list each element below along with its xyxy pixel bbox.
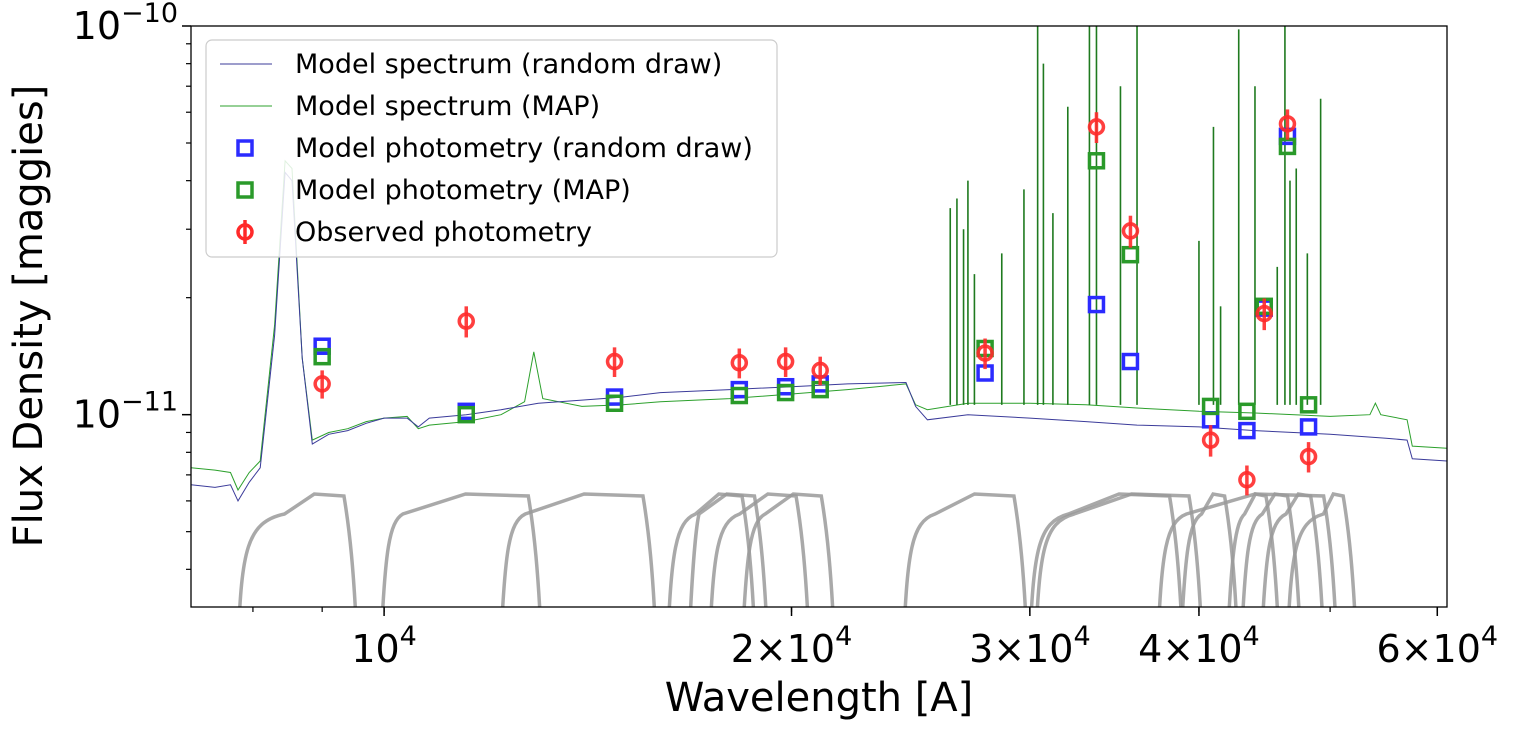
legend-item-4: Observed photometry xyxy=(236,217,592,248)
photometry-point-2 xyxy=(605,347,624,412)
observed-circle xyxy=(313,375,331,393)
photometry-point-3 xyxy=(730,348,749,405)
photometry-points xyxy=(313,109,1318,496)
photometry-point-8 xyxy=(1121,215,1140,371)
legend-square-swatch xyxy=(236,181,254,199)
observed-circle xyxy=(776,352,795,371)
map-square xyxy=(1121,245,1140,264)
observed-circle xyxy=(1255,304,1274,323)
filter-curve-10 xyxy=(1157,492,1337,607)
random-draw-square xyxy=(1299,418,1318,436)
legend-square-swatch xyxy=(236,139,254,157)
observed-circle xyxy=(1238,471,1256,489)
filter-curve-0 xyxy=(238,492,358,607)
map-square xyxy=(605,394,624,412)
legend-label: Observed photometry xyxy=(295,217,592,248)
map-square xyxy=(1087,152,1106,170)
map-square xyxy=(730,386,749,405)
x-tick-label-4: 6×104 xyxy=(1377,621,1499,671)
map-square xyxy=(1299,396,1318,414)
filter-curve-9 xyxy=(1029,492,1183,607)
random-draw-square xyxy=(313,337,331,355)
y-tick-label-1: 10−10 xyxy=(73,0,178,48)
observed-circle xyxy=(976,344,994,362)
x-axis-label: Wavelength [A] xyxy=(665,675,974,721)
observed-circle xyxy=(457,312,475,330)
filter-curve-12 xyxy=(1227,492,1280,607)
legend-label: Model photometry (MAP) xyxy=(295,175,631,206)
legend-label: Model photometry (random draw) xyxy=(295,133,753,164)
map-square xyxy=(313,347,331,366)
legend-label: Model spectrum (MAP) xyxy=(295,91,600,122)
legend-item-0: Model spectrum (random draw) xyxy=(220,49,722,80)
filter-curve-15 xyxy=(1287,492,1357,607)
legend-box xyxy=(205,39,778,258)
legend-item-2: Model photometry (random draw) xyxy=(236,133,753,164)
observed-circle xyxy=(605,352,624,371)
x-tick-label-3: 4×104 xyxy=(1138,621,1260,671)
filter-curve-13 xyxy=(1241,492,1301,607)
observed-circle xyxy=(1121,222,1140,240)
observed-circle xyxy=(1087,118,1106,136)
photometry-point-1 xyxy=(457,306,475,424)
map-square xyxy=(1238,402,1256,421)
filter-curve-11 xyxy=(1180,492,1238,607)
random-draw-square xyxy=(1238,421,1256,440)
photometry-point-11 xyxy=(1255,297,1274,331)
x-tick-label-2: 3×104 xyxy=(969,621,1091,671)
y-axis-ticks: 10−11 10−10 xyxy=(73,0,191,570)
observed-circle xyxy=(1299,447,1318,466)
legend-item-1: Model spectrum (MAP) xyxy=(220,91,600,122)
photometry-point-0 xyxy=(313,337,331,399)
filter-curve-2 xyxy=(500,492,657,607)
filter-curve-4 xyxy=(667,492,756,607)
filter-curves xyxy=(238,492,1357,607)
filter-curve-1 xyxy=(381,492,542,607)
x-tick-label-1: 2×104 xyxy=(731,621,853,671)
observed-circle xyxy=(730,354,749,372)
legend: Model spectrum (random draw) Model spectr… xyxy=(205,39,778,258)
legend-label: Model spectrum (random draw) xyxy=(295,49,722,80)
x-axis-ticks: 104 2×104 3×104 4×104 6×104 xyxy=(252,607,1499,671)
filter-curve-3 xyxy=(688,492,768,607)
y-tick-label-0: 10−11 xyxy=(73,387,178,437)
map-square xyxy=(776,383,795,402)
x-tick-label-0: 104 xyxy=(351,621,417,671)
photometry-point-13 xyxy=(1299,396,1318,473)
photometry-point-5 xyxy=(811,356,829,399)
observed-circle xyxy=(811,361,829,380)
plot-frame xyxy=(190,25,1448,608)
legend-circle-swatch xyxy=(236,223,254,241)
legend-item-3: Model photometry (MAP) xyxy=(236,175,631,206)
filter-curve-5 xyxy=(709,492,810,607)
photometry-point-12 xyxy=(1278,109,1297,156)
random-draw-square xyxy=(1087,295,1106,314)
map-square xyxy=(457,405,475,424)
photometry-point-4 xyxy=(776,347,795,402)
filter-curve-7 xyxy=(903,492,1028,607)
observed-circle xyxy=(1278,115,1297,133)
photometry-point-6 xyxy=(976,338,994,382)
filter-curve-14 xyxy=(1261,492,1324,607)
map-square xyxy=(1201,397,1220,416)
y-axis-label: Flux Density [maggies] xyxy=(6,85,52,548)
photometry-point-7 xyxy=(1087,112,1106,314)
observed-circle xyxy=(1201,431,1220,449)
map-square xyxy=(1278,137,1297,156)
filter-curve-6 xyxy=(742,492,835,607)
random-draw-square xyxy=(1121,352,1140,371)
photometry-point-10 xyxy=(1238,402,1256,496)
photometry-point-9 xyxy=(1201,397,1220,457)
